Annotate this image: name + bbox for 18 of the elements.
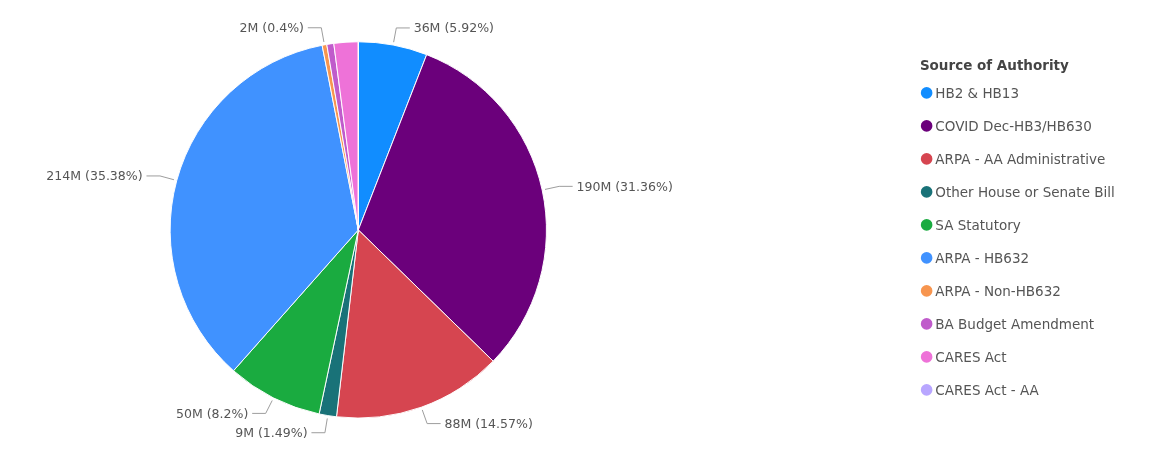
data-label: 88M (14.57%) bbox=[444, 415, 533, 431]
legend-label: CARES Act - AA bbox=[935, 381, 1040, 398]
data-label: 36M (5.92%) bbox=[413, 20, 494, 36]
legend-label: Other House or Senate Bill bbox=[935, 183, 1115, 200]
data-label: 9M (1.49%) bbox=[235, 425, 308, 441]
legend-label: ARPA - Non-HB632 bbox=[935, 282, 1061, 299]
data-label: 50M (8.2%) bbox=[175, 405, 249, 421]
legend-label: ARPA - HB632 bbox=[935, 249, 1030, 266]
legend-label: SA Statutory bbox=[935, 216, 1021, 233]
data-label: 214M (35.38%) bbox=[46, 168, 143, 184]
legend-title: Source of Authority bbox=[919, 56, 1069, 73]
legend-label: BA Budget Amendment bbox=[935, 315, 1095, 332]
legend-label: HB2 & HB13 bbox=[935, 84, 1020, 101]
legend-label: ARPA - AA Administrative bbox=[935, 150, 1106, 167]
data-label: 2M (0.4%) bbox=[239, 20, 304, 36]
legend-label: COVID Dec-HB3/HB630 bbox=[935, 117, 1092, 134]
legend-label: CARES Act bbox=[935, 348, 1007, 365]
data-label: 190M (31.36%) bbox=[576, 178, 673, 194]
